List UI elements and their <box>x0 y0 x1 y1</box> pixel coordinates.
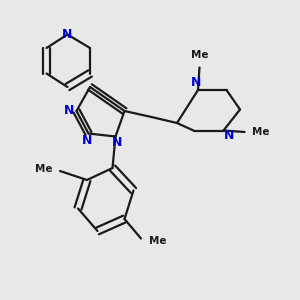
Text: N: N <box>224 129 235 142</box>
Text: N: N <box>112 136 122 149</box>
Text: N: N <box>62 28 73 41</box>
Text: Me: Me <box>252 127 269 137</box>
Text: Me: Me <box>35 164 52 175</box>
Text: N: N <box>64 104 74 118</box>
Text: Me: Me <box>148 236 166 247</box>
Text: N: N <box>82 134 92 147</box>
Text: N: N <box>191 76 202 89</box>
Text: Me: Me <box>191 50 208 60</box>
